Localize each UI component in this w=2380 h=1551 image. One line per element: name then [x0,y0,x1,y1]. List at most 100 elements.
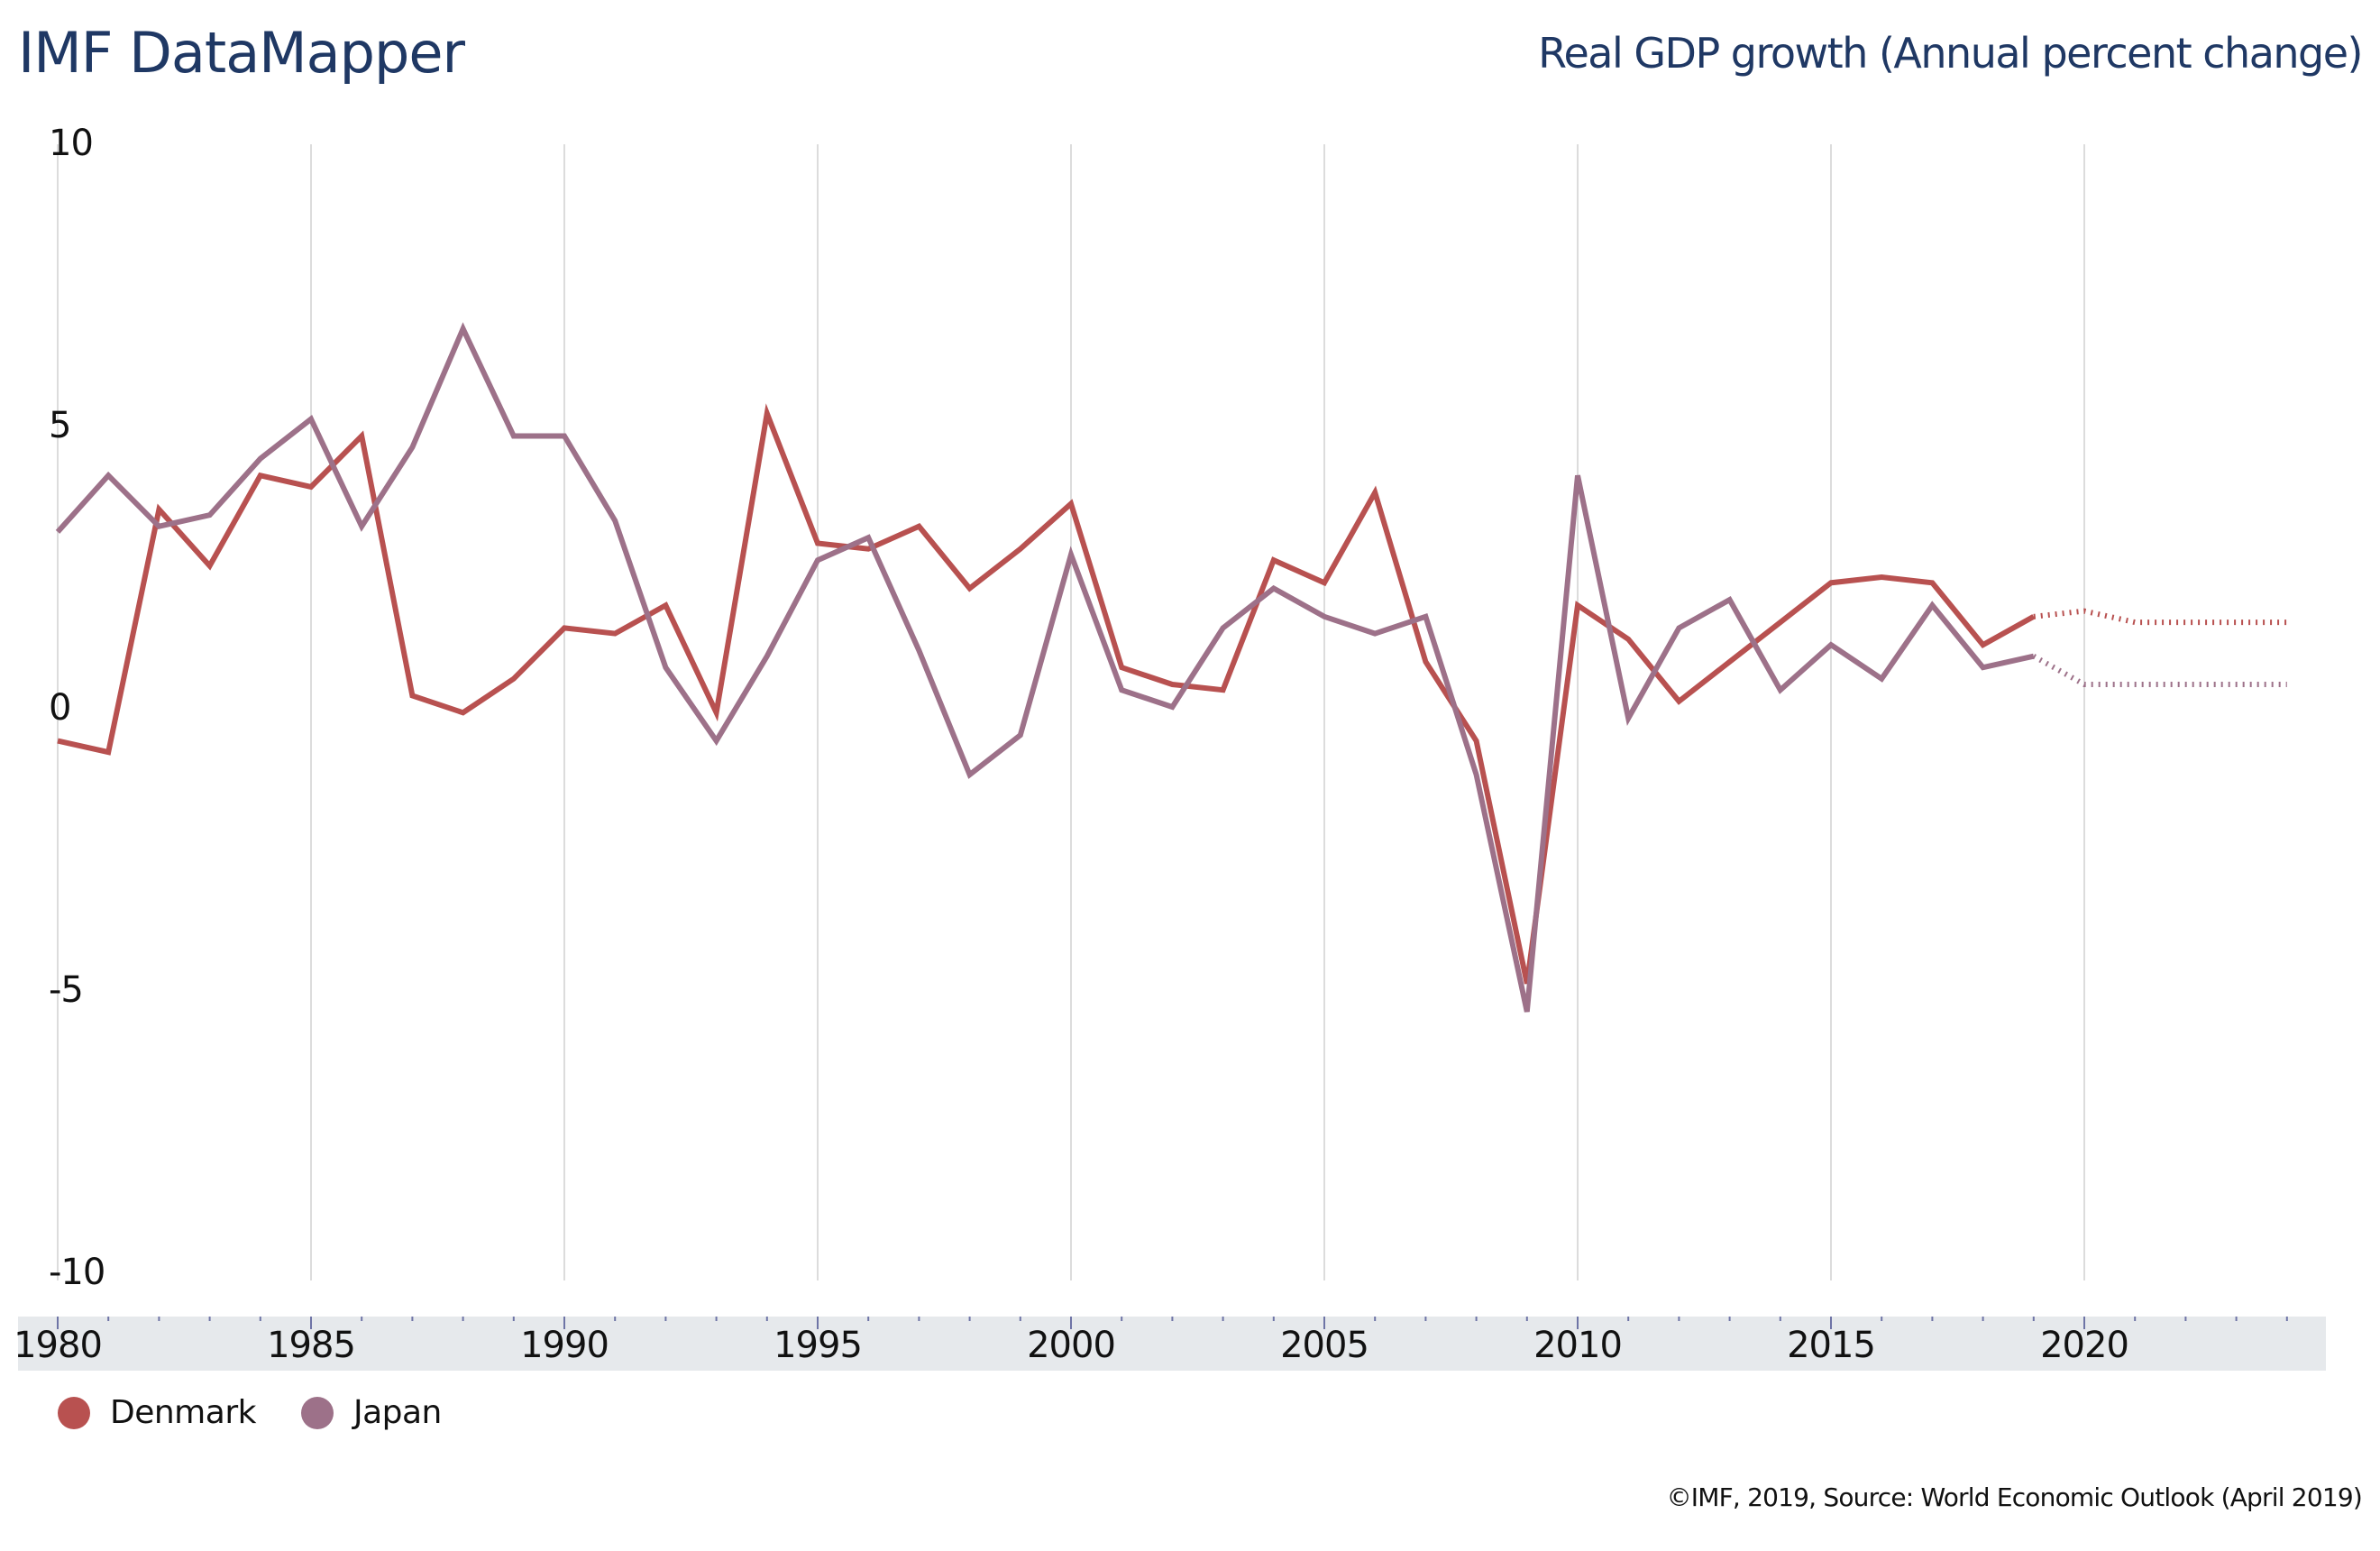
data-point-denmark[interactable] [1119,665,1124,670]
data-point-denmark[interactable] [1018,546,1023,552]
data-point-japan[interactable] [1929,602,1935,608]
data-point-denmark[interactable] [1929,580,1935,585]
x-tick-label: 1995 [774,1325,862,1366]
data-point-japan[interactable] [1879,676,1884,682]
data-point-japan[interactable] [2234,682,2239,687]
data-point-japan[interactable] [967,772,973,777]
data-point-denmark[interactable] [2082,609,2087,614]
data-point-denmark[interactable] [359,434,364,439]
data-point-japan[interactable] [815,557,820,563]
data-point-japan[interactable] [55,529,60,535]
data-point-japan[interactable] [1625,716,1631,721]
data-point-japan[interactable] [105,473,111,478]
data-point-japan[interactable] [1524,1009,1530,1014]
data-point-japan[interactable] [1372,631,1378,637]
data-point-denmark[interactable] [55,739,60,744]
x-tick-label: 1985 [267,1325,355,1366]
legend-item-japan[interactable]: Japan [300,1394,442,1431]
data-point-denmark[interactable] [2183,619,2188,625]
legend-label: Denmark [110,1394,256,1431]
data-point-denmark[interactable] [1778,619,1783,625]
data-point-denmark[interactable] [1221,687,1226,693]
data-point-japan[interactable] [1018,732,1023,738]
data-point-japan[interactable] [2284,682,2290,687]
data-point-denmark[interactable] [207,564,213,569]
data-point-denmark[interactable] [511,676,517,682]
data-point-denmark[interactable] [1169,682,1175,687]
data-point-denmark[interactable] [1625,637,1631,642]
data-point-denmark[interactable] [1474,739,1479,744]
data-point-denmark[interactable] [1879,574,1884,580]
data-point-japan[interactable] [1727,597,1733,602]
data-point-denmark[interactable] [1828,580,1834,585]
data-point-denmark[interactable] [916,524,921,529]
data-point-denmark[interactable] [1676,699,1681,704]
data-point-denmark[interactable] [815,540,820,546]
legend-item-denmark[interactable]: Denmark [58,1394,256,1431]
data-point-japan[interactable] [258,456,263,462]
data-point-japan[interactable] [2183,682,2188,687]
data-point-japan[interactable] [1778,687,1783,693]
data-point-japan[interactable] [714,739,719,744]
data-point-japan[interactable] [612,518,618,523]
data-point-japan[interactable] [207,512,213,518]
data-point-japan[interactable] [1322,614,1327,619]
data-point-denmark[interactable] [714,710,719,715]
legend: Denmark Japan [58,1394,487,1431]
data-point-japan[interactable] [663,665,668,670]
data-point-japan[interactable] [1474,772,1479,777]
data-point-denmark[interactable] [156,507,161,512]
data-point-japan[interactable] [1423,614,1428,619]
data-point-japan[interactable] [562,434,567,439]
data-point-japan[interactable] [156,524,161,529]
data-point-denmark[interactable] [1575,602,1580,608]
data-point-denmark[interactable] [1727,659,1733,665]
data-point-japan[interactable] [1271,586,1277,592]
data-point-japan[interactable] [1575,473,1580,478]
x-axis-band[interactable] [18,1317,2326,1371]
data-point-denmark[interactable] [1322,580,1327,585]
data-point-japan[interactable] [461,326,466,332]
series-projection-japan[interactable] [2032,654,2287,687]
series-line-denmark[interactable] [57,403,2036,985]
data-point-japan[interactable] [2031,654,2037,659]
data-point-denmark[interactable] [2234,619,2239,625]
data-point-denmark[interactable] [1068,501,1074,507]
data-point-denmark[interactable] [2132,619,2137,625]
series-projection-denmark[interactable] [2033,608,2287,626]
data-point-japan[interactable] [1981,665,1986,670]
data-point-japan[interactable] [359,524,364,529]
data-point-japan[interactable] [1676,625,1681,630]
data-point-denmark[interactable] [258,473,263,478]
data-point-japan[interactable] [2132,682,2137,687]
data-point-japan[interactable] [916,647,921,653]
data-point-denmark[interactable] [1981,642,1986,647]
data-point-denmark[interactable] [1271,557,1277,563]
data-point-denmark[interactable] [764,410,770,416]
data-point-japan[interactable] [308,417,314,422]
data-point-japan[interactable] [1828,642,1834,647]
data-point-denmark[interactable] [562,625,567,630]
data-point-denmark[interactable] [461,710,466,715]
data-point-denmark[interactable] [2284,619,2290,625]
data-point-denmark[interactable] [612,631,618,637]
data-point-denmark[interactable] [1372,490,1378,495]
data-point-denmark[interactable] [663,602,668,608]
x-tick-label: 2005 [1280,1325,1368,1366]
data-point-japan[interactable] [764,654,770,659]
data-point-japan[interactable] [1221,625,1226,630]
series-line-japan[interactable] [55,322,2035,1013]
data-point-japan[interactable] [511,434,517,439]
data-point-japan[interactable] [1119,687,1124,693]
data-point-denmark[interactable] [308,484,314,490]
data-point-denmark[interactable] [409,693,415,698]
data-point-denmark[interactable] [1423,659,1428,665]
data-point-japan[interactable] [865,535,871,540]
data-point-japan[interactable] [1068,552,1074,557]
data-point-denmark[interactable] [2031,614,2037,619]
data-point-denmark[interactable] [967,586,973,592]
data-point-japan[interactable] [409,445,415,450]
data-point-japan[interactable] [1169,704,1175,710]
data-point-japan[interactable] [2082,682,2087,687]
data-point-denmark[interactable] [105,749,111,755]
